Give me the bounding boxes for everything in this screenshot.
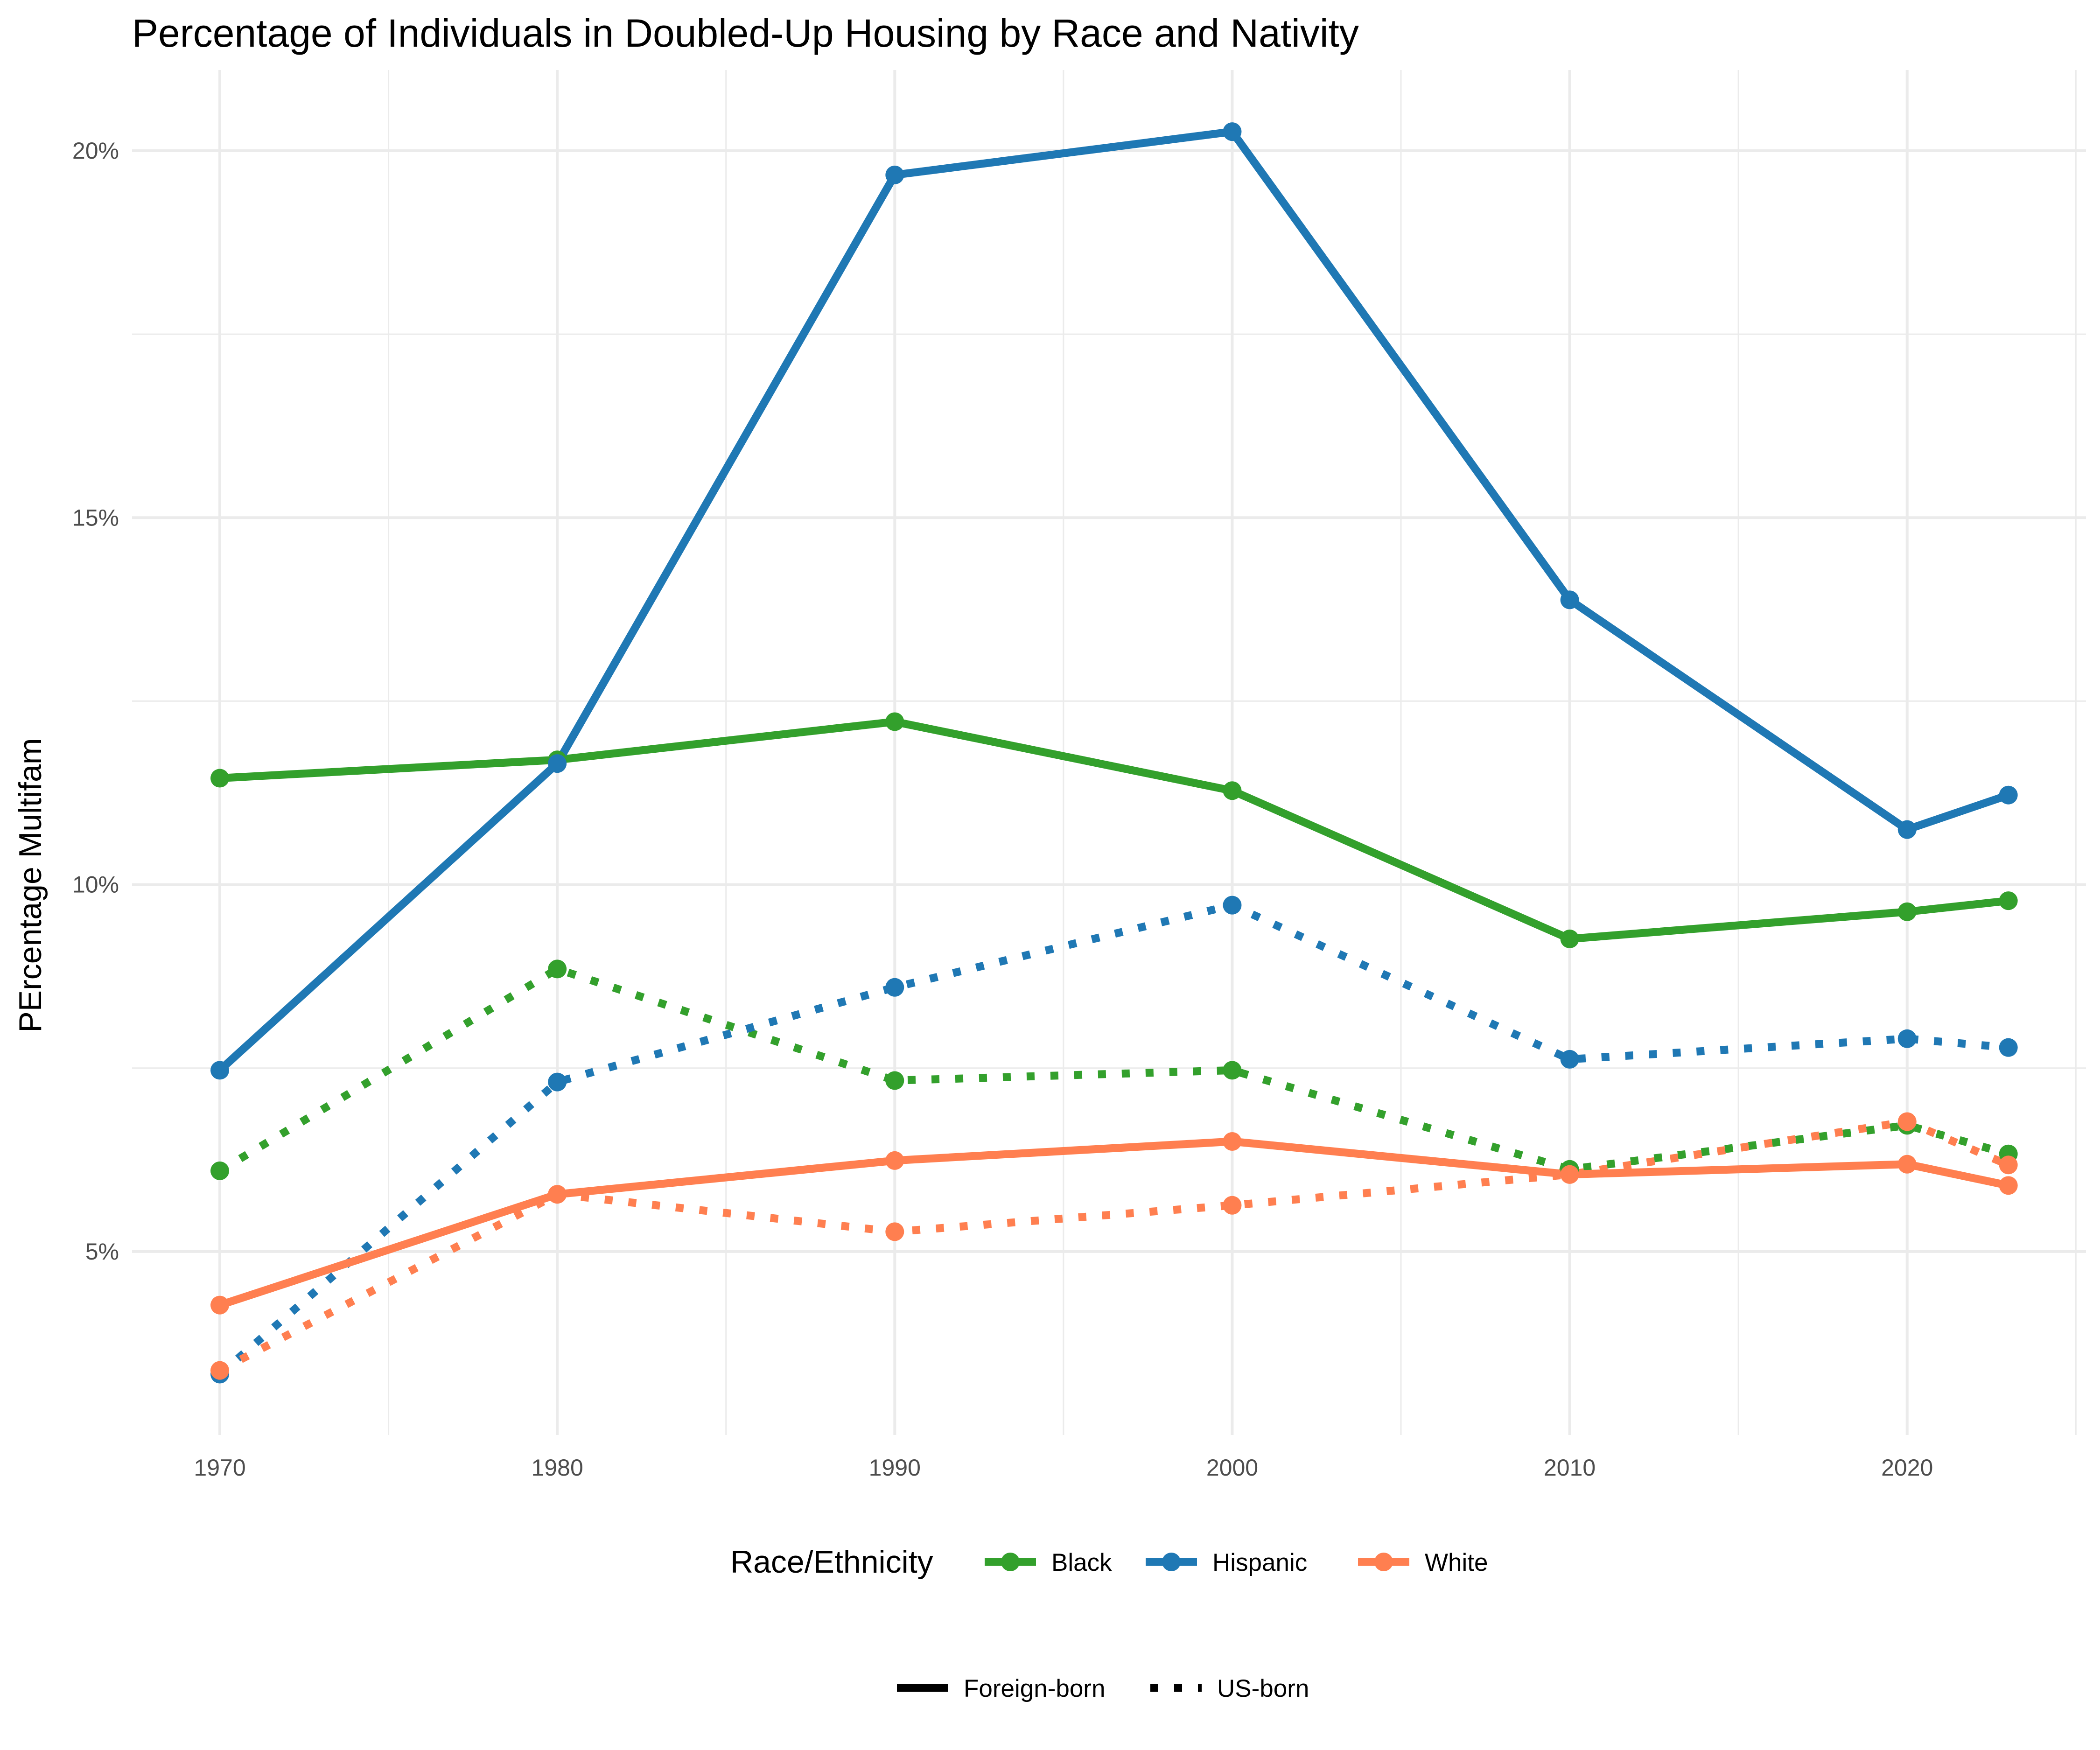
data-point-white-foreign-born xyxy=(548,1185,567,1204)
y-tick-label: 20% xyxy=(72,138,119,164)
legend-swatch-point xyxy=(1374,1553,1393,1571)
data-point-hispanic-us-born xyxy=(1999,1038,2018,1057)
data-point-black-foreign-born xyxy=(210,769,230,788)
data-point-white-foreign-born xyxy=(1999,1176,2018,1195)
x-tick-label: 1990 xyxy=(869,1455,921,1481)
data-point-hispanic-foreign-born xyxy=(1999,785,2018,805)
data-point-white-foreign-born xyxy=(1897,1155,1917,1174)
data-point-black-us-born xyxy=(548,959,567,979)
legend-race-ethnicity: Race/Ethnicity Black Hispanic White xyxy=(730,1544,1488,1580)
legend-swatch-point xyxy=(1162,1553,1181,1571)
data-point-hispanic-foreign-born xyxy=(885,165,904,184)
data-point-black-foreign-born xyxy=(885,712,904,731)
legend-nativity: Foreign-born US-born xyxy=(897,1675,1309,1702)
data-point-hispanic-us-born xyxy=(1223,896,1242,915)
data-point-hispanic-us-born xyxy=(1560,1050,1579,1069)
data-point-black-foreign-born xyxy=(1560,929,1579,948)
legend-key-us-born: US-born xyxy=(1150,1675,1309,1702)
chart-title: Percentage of Individuals in Doubled-Up … xyxy=(132,11,1359,55)
data-point-white-foreign-born xyxy=(210,1295,230,1315)
data-point-hispanic-foreign-born xyxy=(1897,820,1917,839)
data-point-hispanic-foreign-born xyxy=(1560,590,1579,609)
data-point-white-foreign-born xyxy=(1560,1165,1579,1184)
legend-label: White xyxy=(1425,1549,1488,1576)
data-point-black-foreign-born xyxy=(1999,891,2018,910)
x-tick-label: 1970 xyxy=(194,1455,245,1481)
y-tick-label: 15% xyxy=(72,504,119,531)
data-point-white-us-born xyxy=(1223,1196,1242,1215)
x-tick-labels: 1970 1980 1990 2000 2010 2020 xyxy=(194,1455,1933,1481)
data-point-black-foreign-born xyxy=(1223,781,1242,800)
data-point-hispanic-foreign-born xyxy=(210,1061,230,1080)
legend-label: Foreign-born xyxy=(964,1675,1105,1702)
data-point-hispanic-foreign-born xyxy=(1223,122,1242,141)
minor-gridlines xyxy=(132,70,2086,1435)
data-point-white-us-born xyxy=(1999,1155,2018,1175)
x-tick-label: 2010 xyxy=(1544,1455,1596,1481)
data-point-white-us-born xyxy=(1897,1112,1917,1131)
data-point-hispanic-us-born xyxy=(1897,1029,1917,1048)
y-axis-title: PErcentage Multifam xyxy=(13,738,48,1032)
data-point-hispanic-us-born xyxy=(885,978,904,997)
y-tick-labels: 5% 10% 15% 20% xyxy=(72,138,119,1265)
data-point-white-us-born xyxy=(210,1361,230,1380)
data-point-black-us-born xyxy=(210,1161,230,1180)
legend-color-title: Race/Ethnicity xyxy=(730,1544,933,1580)
series-points xyxy=(210,122,2018,1384)
x-tick-label: 2000 xyxy=(1206,1455,1258,1481)
data-point-white-foreign-born xyxy=(885,1151,904,1170)
legend-label: Hispanic xyxy=(1212,1549,1307,1576)
x-tick-label: 2020 xyxy=(1881,1455,1933,1481)
x-tick-label: 1980 xyxy=(532,1455,583,1481)
data-point-black-us-born xyxy=(1223,1061,1242,1080)
legend-key-black: Black xyxy=(985,1549,1112,1576)
data-point-hispanic-us-born xyxy=(548,1072,567,1092)
data-point-hispanic-foreign-born xyxy=(548,754,567,773)
legend-label: Black xyxy=(1051,1549,1112,1576)
legend-key-hispanic: Hispanic xyxy=(1146,1549,1307,1576)
data-point-black-foreign-born xyxy=(1897,902,1917,921)
legend-label: US-born xyxy=(1217,1675,1309,1702)
data-point-white-foreign-born xyxy=(1223,1132,1242,1151)
legend-swatch-point xyxy=(1001,1553,1020,1571)
data-point-white-us-born xyxy=(885,1222,904,1241)
data-point-black-us-born xyxy=(885,1071,904,1090)
legend-key-white: White xyxy=(1358,1549,1488,1576)
y-tick-label: 5% xyxy=(85,1239,119,1265)
y-tick-label: 10% xyxy=(72,872,119,898)
legend-key-foreign-born: Foreign-born xyxy=(897,1675,1105,1702)
